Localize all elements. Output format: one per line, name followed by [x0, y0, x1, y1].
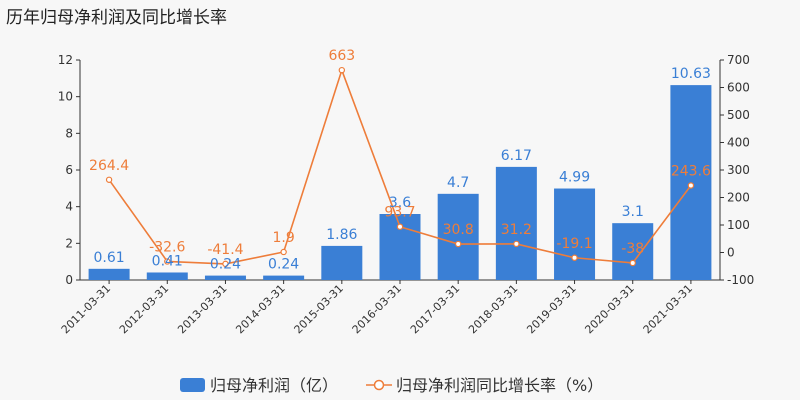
- legend-line-label: 归母净利润同比增长率（%）: [396, 376, 603, 395]
- line-series: [105, 66, 695, 268]
- bar-value-label: 0.41: [152, 253, 183, 269]
- line-value-label: 663: [328, 48, 355, 64]
- line-point: [629, 259, 636, 267]
- line-value-label: 30.8: [443, 222, 474, 238]
- bar: [204, 275, 246, 280]
- line-point: [513, 240, 520, 248]
- y-left-tick-label: 10: [58, 90, 73, 104]
- line-point: [687, 182, 695, 189]
- y-right-tick-label: 400: [727, 136, 750, 150]
- line-point: [454, 240, 462, 248]
- y-right-tick-label: 300: [727, 163, 750, 177]
- bar: [554, 188, 596, 280]
- bar-value-label: 6.17: [501, 148, 532, 164]
- x-tick-label: 2011-03-31: [59, 282, 113, 336]
- y-left-tick-label: 4: [65, 200, 73, 214]
- bar-value-label: 3.6: [389, 195, 411, 211]
- x-tick-label: 2020-03-31: [582, 282, 636, 336]
- data-labels: 0.61 0.41 0.24 0.24 1.86 3.6 4.7 6.17 4.99 3.1 10.…: [89, 48, 711, 272]
- bar-value-label: 1.86: [326, 227, 357, 243]
- line-value-label: -19.1: [556, 236, 592, 252]
- line-value-label: 31.2: [501, 222, 532, 238]
- line-value-label: 243.6: [671, 164, 711, 180]
- y-right-tick-label: 100: [727, 218, 750, 232]
- x-tick-label: 2019-03-31: [524, 282, 578, 336]
- bar-value-label: 0.24: [268, 257, 299, 273]
- bar-value-label: 0.24: [210, 257, 241, 273]
- y-right-tick-label: 0: [727, 246, 735, 260]
- y-right-tick-label: -100: [727, 273, 754, 287]
- bar: [263, 275, 305, 280]
- line-point: [280, 248, 287, 256]
- x-tick-label: 2012-03-31: [117, 282, 171, 336]
- y-left-tick-label: 0: [65, 273, 73, 287]
- bar: [321, 245, 363, 280]
- line-point: [105, 176, 113, 183]
- line-point: [164, 258, 171, 265]
- x-tick-label: 2021-03-31: [641, 282, 695, 336]
- y-left-tick-label: 12: [58, 53, 73, 67]
- line-value-label: 93.7: [384, 205, 415, 221]
- line-point: [571, 254, 578, 261]
- bar: [612, 223, 654, 280]
- x-tick-label: 2018-03-31: [466, 282, 520, 336]
- line-point: [222, 260, 229, 268]
- line-value-label: 1.9: [273, 230, 295, 246]
- bar-value-label: 4.7: [447, 175, 469, 191]
- x-tick-label: 2014-03-31: [233, 282, 287, 336]
- line-value-label: 264.4: [89, 158, 129, 174]
- bar-value-label: 3.1: [622, 204, 644, 220]
- y-left-tick-label: 2: [65, 236, 73, 250]
- y-right-tick-label: 700: [727, 53, 750, 67]
- x-tick-label: 2017-03-31: [408, 282, 462, 336]
- legend-bar-label: 归母净利润（亿）: [210, 376, 338, 395]
- y-right-tick-label: 200: [727, 191, 750, 205]
- bar: [146, 272, 188, 280]
- line-value-label: -32.6: [149, 239, 185, 255]
- line-value-label: -38: [621, 241, 644, 257]
- bar-value-label: 0.61: [94, 250, 125, 266]
- line-point: [396, 223, 404, 230]
- x-tick-label: 2016-03-31: [350, 282, 404, 336]
- y-right-tick-label: 500: [727, 108, 750, 122]
- bar-value-label: 10.63: [671, 66, 711, 82]
- bar-value-label: 4.99: [559, 170, 590, 186]
- line-value-label: -41.4: [207, 242, 243, 258]
- bar: [495, 166, 537, 280]
- bar: [437, 193, 479, 280]
- y-left-tick-label: 8: [65, 126, 73, 140]
- y-right-tick-label: 600: [727, 81, 750, 95]
- x-tick-label: 2015-03-31: [292, 282, 346, 336]
- x-tick-label: 2013-03-31: [175, 282, 229, 336]
- y-left-tick-label: 6: [65, 163, 73, 177]
- chart-title: 历年归母净利润及同比增长率: [6, 8, 227, 28]
- legend-bar-swatch: [180, 378, 205, 392]
- line-point: [338, 66, 346, 74]
- legend-line-marker: [373, 379, 385, 391]
- legend: 归母净利润（亿） 归母净利润同比增长率（%）: [180, 376, 603, 395]
- bar: [88, 268, 130, 280]
